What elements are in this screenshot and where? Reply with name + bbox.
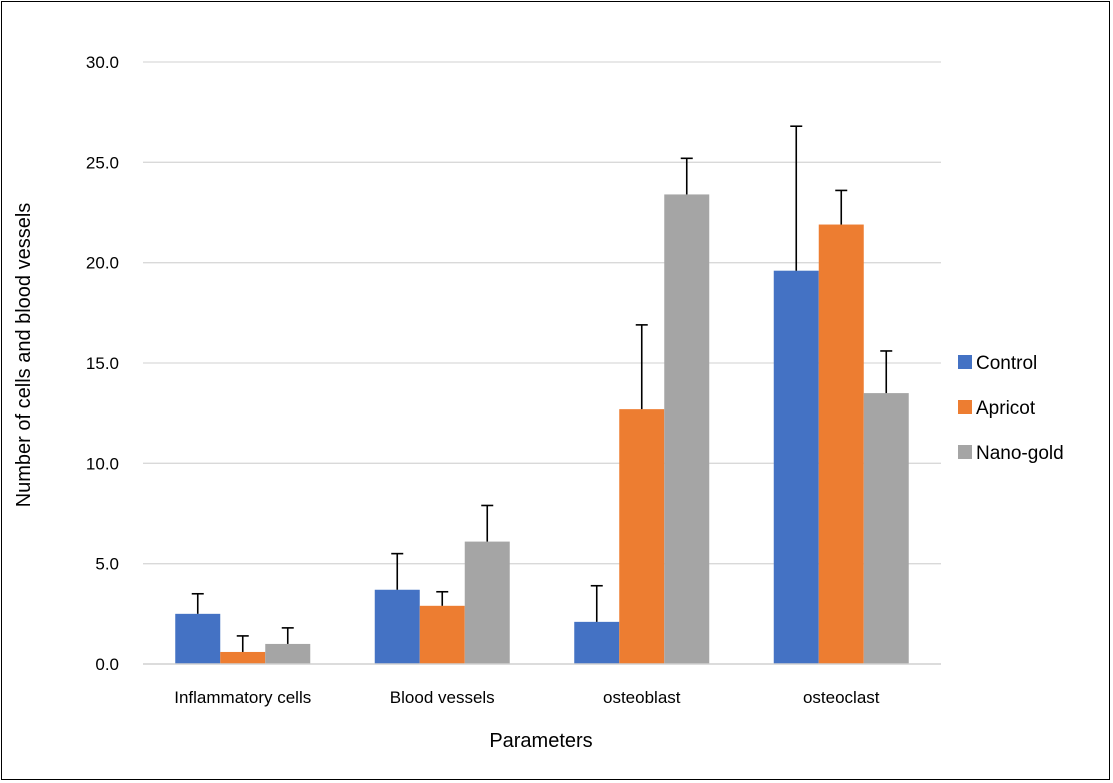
y-tick-label: 10.0 (86, 454, 119, 473)
y-axis-ticks: 0.0 5.0 10.0 15.0 20.0 25.0 30.0 (86, 53, 119, 674)
legend: Control Apricot Nano-gold (958, 353, 1064, 464)
bars (175, 194, 909, 665)
x-axis-ticks: Inflammatory cells Blood vessels osteoblas… (174, 688, 880, 707)
x-tick-label: osteoblast (603, 688, 681, 707)
legend-swatch (958, 445, 972, 459)
bar-control (374, 589, 420, 664)
x-tick-label: Inflammatory cells (174, 688, 311, 707)
bar-nano-gold (664, 194, 710, 664)
bar-control (574, 621, 620, 664)
bar-apricot (619, 409, 665, 664)
bar-control (175, 613, 221, 664)
y-tick-label: 30.0 (86, 53, 119, 72)
bar-nano-gold (863, 393, 909, 664)
y-axis-title: Number of cells and blood vessels (13, 203, 35, 508)
legend-swatch (958, 400, 972, 414)
bar-control (773, 270, 819, 664)
x-tick-label: osteoclast (803, 688, 880, 707)
legend-label: Apricot (976, 398, 1036, 419)
y-tick-label: 0.0 (95, 655, 119, 674)
error-bars (191, 125, 893, 652)
x-tick-label: Blood vessels (390, 688, 495, 707)
bar-apricot (220, 651, 266, 664)
legend-swatch (958, 355, 972, 369)
y-tick-label: 15.0 (86, 354, 119, 373)
x-axis-title: Parameters (489, 730, 592, 752)
y-tick-label: 20.0 (86, 254, 119, 273)
bar-apricot (818, 224, 864, 665)
legend-label: Control (976, 353, 1037, 374)
y-tick-label: 5.0 (95, 555, 119, 574)
legend-label: Nano-gold (976, 443, 1064, 464)
bar-apricot (419, 605, 465, 664)
y-tick-label: 25.0 (86, 153, 119, 172)
bar-nano-gold (464, 541, 510, 664)
bar-nano-gold (265, 643, 311, 664)
